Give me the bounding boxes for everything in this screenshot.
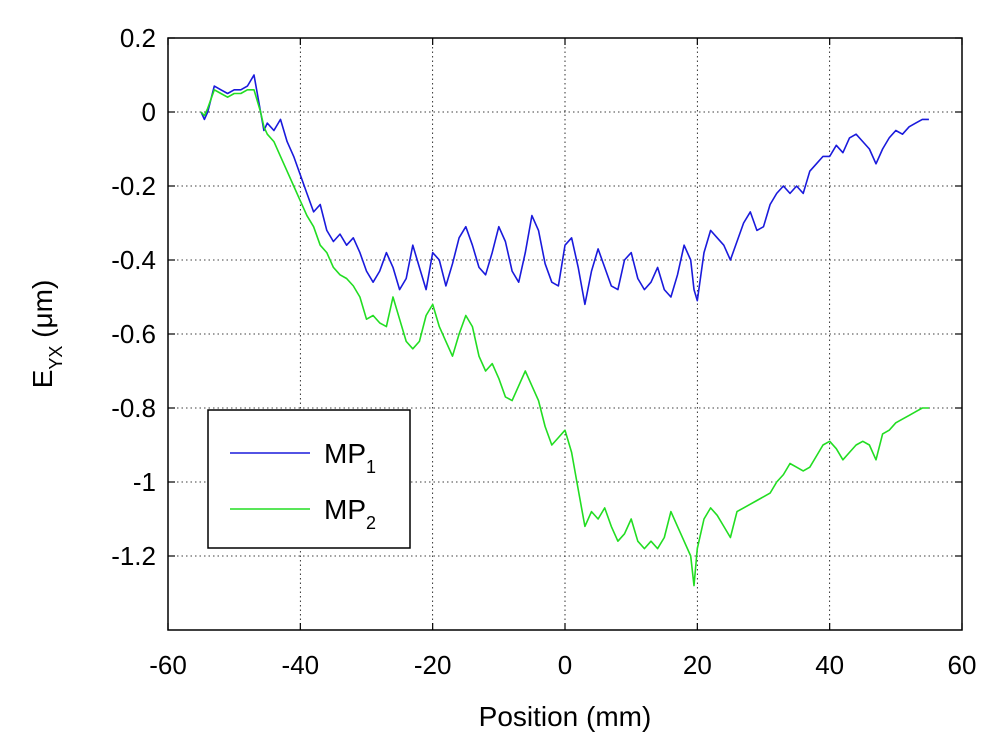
y-tick-label: -1 xyxy=(133,467,156,497)
y-tick-label: 0.2 xyxy=(120,23,156,53)
series-line-2 xyxy=(200,89,929,587)
legend-label-2: MP2 xyxy=(324,494,376,533)
x-tick-label: 20 xyxy=(683,650,712,680)
y-axis-label: EYX (μm) xyxy=(27,280,66,389)
legend-label-base: MP xyxy=(324,494,366,525)
legend-label-subscript: 2 xyxy=(366,513,376,533)
y-tick-label: -0.4 xyxy=(111,245,156,275)
y-tick-label: -0.2 xyxy=(111,171,156,201)
y-tick-label: -0.8 xyxy=(111,393,156,423)
x-tick-label: -40 xyxy=(282,650,320,680)
y-axis-label-unit: (μm) xyxy=(27,280,58,346)
y-tick-label: 0 xyxy=(142,97,156,127)
x-tick-label: 40 xyxy=(815,650,844,680)
x-tick-label: -60 xyxy=(149,650,187,680)
x-tick-label: -20 xyxy=(414,650,452,680)
legend-label-1: MP1 xyxy=(324,438,376,477)
axis-ticks: -60 -40 -20 0 20 40 60 0.2 0 -0.2 -0.4 -0.6 -0.8 -1 -1… xyxy=(111,23,976,680)
series-line-1 xyxy=(200,74,929,306)
y-tick-label: -0.6 xyxy=(111,319,156,349)
y-axis-label-subscript: YX xyxy=(46,346,66,370)
series-layer xyxy=(200,74,929,587)
x-axis-label: Position (mm) xyxy=(479,701,652,732)
y-tick-label: -1.2 xyxy=(111,541,156,571)
legend-label-base: MP xyxy=(324,438,366,469)
gridlines xyxy=(168,38,962,630)
x-tick-label: 60 xyxy=(948,650,977,680)
x-tick-label: 0 xyxy=(558,650,572,680)
legend-box xyxy=(207,409,411,549)
legend-label-subscript: 1 xyxy=(366,457,376,477)
y-axis-label-base: E xyxy=(27,370,58,389)
